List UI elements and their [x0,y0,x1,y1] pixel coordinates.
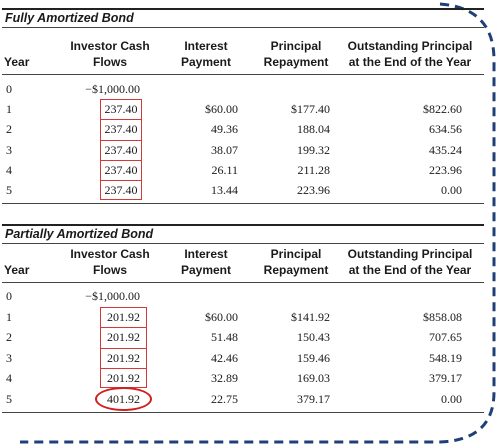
column-header-line: Interest [184,247,228,261]
cash-flow-box-divider [100,368,147,370]
cell-interest: 26.11 [211,162,238,177]
section-top-rule [2,224,484,226]
cell-year: 2 [6,122,12,137]
column-header-line: Investor Cash [70,247,150,261]
cell-outstanding: 634.56 [429,122,462,137]
column-header-interest: Interest Payment [170,246,242,278]
column-header-line: Outstanding Principal [347,39,473,53]
cell-principal: 223.96 [297,183,330,197]
cell-outstanding: $858.08 [423,309,462,324]
column-header-line: at the End of the Year [348,263,472,277]
cash-flow-box-divider [100,327,147,329]
cell-outstanding: 707.65 [429,330,462,345]
cell-year: 1 [6,309,12,324]
cell-principal: 159.46 [297,350,330,365]
column-header-line: Outstanding Principal [347,247,473,261]
cell-outstanding: 548.19 [429,350,462,365]
header-rule [2,74,484,75]
column-header-line: at the End of the Year [348,55,472,69]
column-header-cash_flows: Investor Cash Flows [62,246,158,278]
cash-flow-box-divider [100,139,142,141]
cell-cash: 201.92 [107,330,140,345]
cash-flow-box-divider [100,180,142,181]
column-header-outstanding: Outstanding Principal at the End of the Y… [342,38,478,70]
cell-interest: $60.00 [205,102,238,117]
cash-flow-box-divider [100,347,147,349]
cell-cash: 201.92 [107,309,140,324]
column-header-line: Flows [92,55,127,69]
column-header-year: Year [4,55,30,69]
section-top-rule [2,8,484,10]
column-header-interest: Interest Payment [170,38,242,70]
column-header-principal: Principal Repayment [258,38,334,70]
header-rule [2,282,484,283]
section-title-rule [2,27,484,28]
cell-year: 1 [6,102,12,117]
cell-interest: 51.48 [211,330,238,345]
cash-flow-box-divider [100,159,142,161]
cash-flow-box-divider [100,119,142,121]
cell-cash: 237.40 [104,122,138,137]
cell-interest: 32.89 [211,371,238,386]
cell-cash: 237.40 [104,102,138,117]
cell-principal: $141.92 [291,309,330,324]
section-title: Partially Amortized Bond [5,227,154,241]
cell-cash: −$1,000.00 [85,82,140,96]
section-title: Fully Amortized Bond [5,11,134,25]
column-header-line: Flows [92,263,127,277]
cell-outstanding: 0.00 [441,392,462,406]
cell-principal: 211.28 [297,162,330,177]
cell-year: 3 [6,350,12,365]
cell-cash: 237.40 [104,183,138,197]
cell-outstanding: $822.60 [423,102,462,117]
cell-interest: 13.44 [211,183,238,197]
cell-interest: 49.36 [211,122,238,137]
balloon-payment-circle [95,387,152,411]
cell-cash: 237.40 [104,162,138,177]
cell-outstanding: 0.00 [441,183,462,197]
cell-principal: 188.04 [297,122,330,137]
cell-outstanding: 435.24 [429,142,462,157]
cell-year: 2 [6,330,12,345]
section-bottom-rule [2,203,484,204]
cell-year: 3 [6,142,12,157]
cell-interest: $60.00 [205,309,238,324]
cell-cash: 201.92 [107,350,140,365]
cash-flow-highlight-box [100,99,142,200]
cell-outstanding: 223.96 [429,162,462,177]
column-header-principal: Principal Repayment [258,246,334,278]
column-header-line: Payment [180,263,232,277]
cell-interest: 38.07 [211,142,238,157]
cell-year: 4 [6,371,12,386]
cell-principal: $177.40 [291,102,330,117]
cell-year: 5 [6,392,12,406]
column-header-outstanding: Outstanding Principal at the End of the Y… [342,246,478,278]
cell-outstanding: 379.17 [429,371,462,386]
column-header-line: Principal [270,39,322,53]
column-header-cash_flows: Investor Cash Flows [62,38,158,70]
cell-year: 5 [6,183,12,197]
cell-cash: 201.92 [107,371,140,386]
section-bottom-rule [2,412,484,413]
column-header-line: Repayment [263,263,329,277]
column-header-line: Payment [180,55,232,69]
cell-principal: 379.17 [297,392,330,406]
cell-principal: 199.32 [297,142,330,157]
column-header-line: Repayment [263,55,329,69]
section-title-rule [2,243,484,244]
cell-principal: 150.43 [297,330,330,345]
cell-principal: 169.03 [297,371,330,386]
cell-year: 0 [6,82,12,96]
cell-year: 4 [6,162,12,177]
cell-cash: 237.40 [104,142,138,157]
cell-interest: 22.75 [211,392,238,406]
cell-interest: 42.46 [211,350,238,365]
cell-year: 0 [6,289,12,303]
column-header-line: Interest [184,39,228,53]
cell-cash: −$1,000.00 [85,289,140,303]
column-header-line: Investor Cash [70,39,150,53]
column-header-year: Year [4,263,30,277]
column-header-line: Principal [270,247,322,261]
